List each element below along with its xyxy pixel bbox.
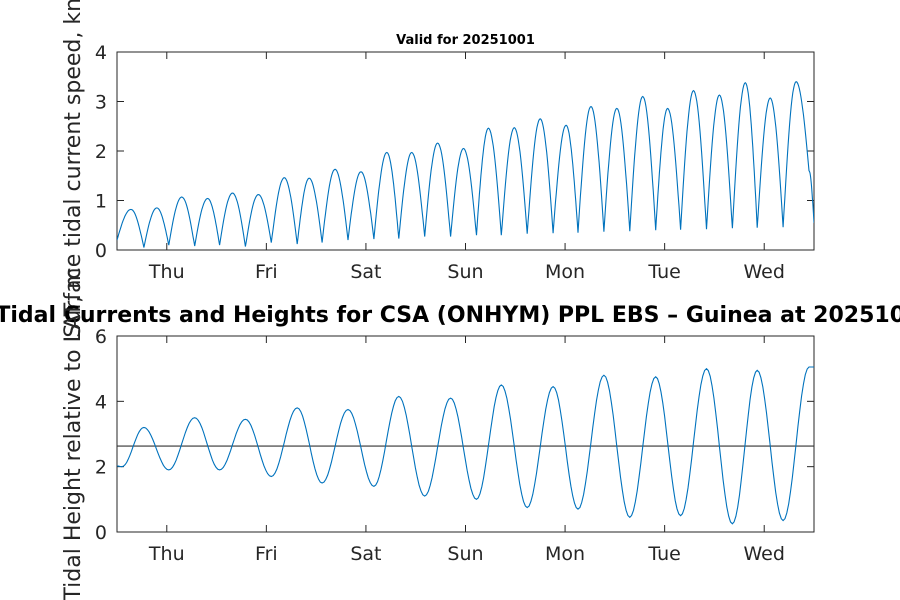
x-tick-label: Sat <box>350 543 381 565</box>
x-tick-label: Sun <box>447 261 483 283</box>
x-tick-label: Tue <box>647 261 680 283</box>
x-tick-label: Thu <box>148 543 185 565</box>
axes-box <box>116 335 815 533</box>
y-axis-label: Surface tidal current speed, knots <box>61 0 86 338</box>
tidal-height-panel: Tidal Currents and Heights for CSA (ONHY… <box>0 267 900 600</box>
x-tick-label: Fri <box>255 261 278 283</box>
x-tick-label: Tue <box>647 543 680 565</box>
y-tick-label: 6 <box>95 326 107 348</box>
x-tick-label: Fri <box>255 543 278 565</box>
current-speed-line <box>117 81 814 248</box>
y-tick-label: 2 <box>95 457 107 479</box>
y-tick-label: 0 <box>95 522 107 544</box>
current-speed-panel: Valid for 20251001 0 1 2 3 4 Thu Fri Sat Sun Mon Tu… <box>61 0 815 338</box>
y-tick-label: 2 <box>95 141 107 163</box>
y-tick-label: 0 <box>95 240 107 262</box>
x-tick-label: Sun <box>447 543 483 565</box>
x-tick-label: Mon <box>545 543 585 565</box>
chart-title: Tidal Currents and Heights for CSA (ONHY… <box>0 303 900 328</box>
y-tick-label: 4 <box>95 42 107 64</box>
y-tick-label: 1 <box>95 191 107 213</box>
tidal-height-line <box>117 366 814 525</box>
x-tick-label: Wed <box>743 261 784 283</box>
x-tick-label: Sat <box>350 261 381 283</box>
x-tick-label: Mon <box>545 261 585 283</box>
x-tick-label: Wed <box>743 543 784 565</box>
y-tick-label: 4 <box>95 391 107 413</box>
y-axis-label: Tidal Height relative to LAT, m <box>61 267 86 600</box>
y-tick-label: 3 <box>95 92 107 114</box>
chart-title: Valid for 20251001 <box>396 33 535 48</box>
x-tick-label: Thu <box>148 261 185 283</box>
